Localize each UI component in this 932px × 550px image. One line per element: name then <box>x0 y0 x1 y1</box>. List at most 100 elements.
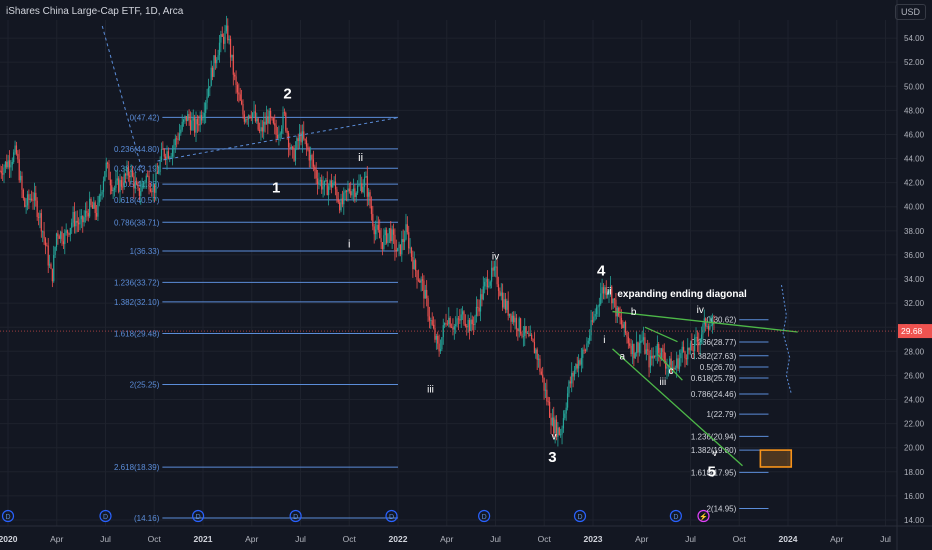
candle-body <box>435 335 437 340</box>
candle-body <box>573 370 576 377</box>
candle-body <box>224 31 226 44</box>
candle-body <box>246 119 248 120</box>
y-tick-label: 36.00 <box>904 251 925 260</box>
candle-body <box>399 244 402 255</box>
candle-body <box>517 328 519 332</box>
candle-body <box>518 318 520 332</box>
candle-body <box>499 290 501 296</box>
candle-body <box>311 155 313 160</box>
candle-body <box>66 230 69 234</box>
y-tick-label: 46.00 <box>904 130 925 139</box>
wave-label: ii <box>358 152 363 164</box>
candle-body <box>174 138 176 145</box>
candle-body <box>223 36 225 44</box>
candle-body <box>265 116 268 125</box>
candle-body <box>192 118 194 121</box>
candle-body <box>282 112 284 129</box>
candle-body <box>401 239 403 255</box>
candle-body <box>33 192 36 201</box>
candle-body <box>352 188 355 192</box>
candle-body <box>123 174 125 187</box>
candle-body <box>308 149 310 161</box>
candle-body <box>398 244 400 249</box>
candle-body <box>50 264 52 269</box>
candle-body <box>321 179 323 190</box>
currency-button[interactable]: USD <box>894 4 926 20</box>
candle-body <box>561 428 563 435</box>
candle-body <box>275 125 277 135</box>
x-tick-label: Apr <box>635 534 648 544</box>
x-tick-label: 2021 <box>194 534 213 544</box>
candle-body <box>397 248 399 252</box>
candle-body <box>696 336 699 342</box>
candle-body <box>61 231 63 242</box>
candle-body <box>218 42 221 56</box>
x-tick-label: Jul <box>880 534 891 544</box>
candle-body <box>455 324 457 327</box>
candle-body <box>334 181 337 190</box>
candle-body <box>613 298 616 300</box>
y-tick-label: 22.00 <box>904 420 925 429</box>
candle-body <box>539 358 541 372</box>
candle-body <box>706 326 708 327</box>
candle-body <box>185 116 187 121</box>
candle-body <box>293 149 295 161</box>
candle-body <box>416 270 418 280</box>
candle-body <box>19 175 22 181</box>
candle-body <box>551 417 553 426</box>
candle-body <box>438 343 440 352</box>
candle-body <box>660 348 663 358</box>
candle-body <box>504 299 507 310</box>
candle-body <box>707 326 710 330</box>
y-tick-label: 16.00 <box>904 492 925 501</box>
candle-body <box>412 256 414 270</box>
candle-body <box>558 427 560 436</box>
candle-body <box>381 242 384 249</box>
candle-body <box>235 76 237 85</box>
candle-body <box>348 188 350 192</box>
candle-body <box>562 418 565 429</box>
candle-body <box>415 260 417 271</box>
y-tick-label: 50.00 <box>904 82 925 91</box>
candle-body <box>591 320 594 322</box>
candle-body <box>37 216 40 218</box>
candle-body <box>109 179 111 186</box>
candle-body <box>264 121 266 125</box>
candle-body <box>529 334 531 337</box>
candle-body <box>594 314 596 317</box>
wave-label: i <box>348 239 350 251</box>
candle-body <box>644 337 646 354</box>
candle-body <box>508 313 511 316</box>
candle-body <box>202 117 204 121</box>
wave-label: iv <box>697 305 704 316</box>
candle-body <box>484 281 486 287</box>
candle-body <box>305 140 308 147</box>
fib-ext-label: 2(14.95) <box>706 505 736 514</box>
candle-body <box>466 326 468 328</box>
candle-body <box>312 159 315 167</box>
candle-body <box>507 300 509 316</box>
candle-body <box>79 219 81 225</box>
candle-body <box>83 217 85 223</box>
candle-body <box>159 160 161 172</box>
x-tick-label: Apr <box>440 534 453 544</box>
candle-body <box>605 287 607 295</box>
candle-body <box>84 210 87 218</box>
wave-label: a <box>619 352 625 363</box>
candle-body <box>537 358 540 360</box>
candle-body <box>633 343 635 359</box>
candle-body <box>658 343 660 353</box>
candle-body <box>535 349 537 354</box>
candle-body <box>587 340 589 344</box>
candle-body <box>76 220 78 223</box>
candle-body <box>247 115 250 120</box>
fib-ext-label: 0.618(25.78) <box>691 374 737 383</box>
candle-body <box>165 156 167 160</box>
fib-ext-label: 0.382(27.63) <box>691 352 737 361</box>
candle-body <box>698 341 700 346</box>
y-tick-label: 26.00 <box>904 371 925 380</box>
candle-body <box>144 182 146 184</box>
candle-body <box>449 317 451 327</box>
candle-body <box>478 307 480 312</box>
